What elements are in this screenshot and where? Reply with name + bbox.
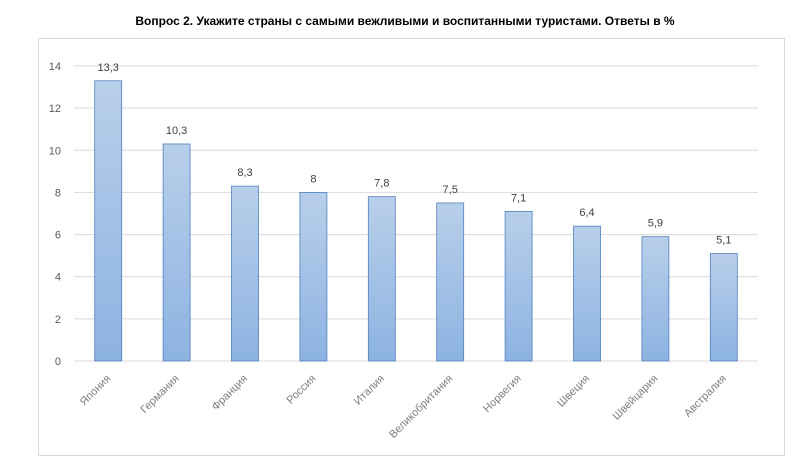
data-label: 5,1 bbox=[716, 235, 731, 247]
bar bbox=[436, 202, 465, 362]
bar bbox=[162, 143, 191, 362]
bar bbox=[641, 236, 670, 362]
x-tick-label: Япония bbox=[78, 373, 114, 409]
bar bbox=[367, 196, 396, 362]
data-label: 7,5 bbox=[443, 184, 458, 196]
x-tick-label: Швейцария bbox=[611, 373, 661, 423]
y-tick-label: 14 bbox=[49, 61, 61, 73]
bar bbox=[504, 210, 533, 362]
x-tick-label: Франция bbox=[210, 373, 250, 413]
x-tick-label: Великобритания bbox=[387, 373, 455, 441]
y-tick-label: 0 bbox=[55, 356, 61, 368]
x-tick-label: Австралия bbox=[682, 373, 729, 420]
y-tick-label: 12 bbox=[49, 103, 61, 115]
y-tick-label: 6 bbox=[55, 230, 61, 242]
chart-frame bbox=[38, 38, 785, 456]
y-tick-label: 2 bbox=[55, 314, 61, 326]
data-label: 13,3 bbox=[97, 62, 118, 74]
bar bbox=[573, 225, 601, 362]
data-label: 7,8 bbox=[374, 178, 389, 190]
x-tick-label: Россия bbox=[285, 373, 319, 407]
data-label: 8 bbox=[310, 173, 316, 185]
bar bbox=[231, 185, 259, 362]
y-tick-label: 4 bbox=[55, 272, 61, 284]
data-label: 5,9 bbox=[648, 218, 663, 230]
x-tick-label: Швеция bbox=[555, 373, 592, 410]
data-label: 6,4 bbox=[579, 207, 594, 219]
bar bbox=[94, 80, 123, 362]
bar bbox=[709, 253, 738, 362]
data-label: 10,3 bbox=[166, 125, 187, 137]
x-tick-label: Германия bbox=[138, 373, 181, 416]
x-tick-label: Италия bbox=[352, 373, 387, 408]
data-label: 7,1 bbox=[511, 192, 526, 204]
x-tick-label: Норвегия bbox=[481, 373, 524, 416]
y-tick-label: 10 bbox=[49, 145, 61, 157]
data-label: 8,3 bbox=[237, 167, 252, 179]
bar bbox=[299, 192, 328, 362]
y-tick-label: 8 bbox=[55, 187, 61, 199]
chart-title: Вопрос 2. Укажите страны с самыми вежлив… bbox=[135, 14, 675, 28]
